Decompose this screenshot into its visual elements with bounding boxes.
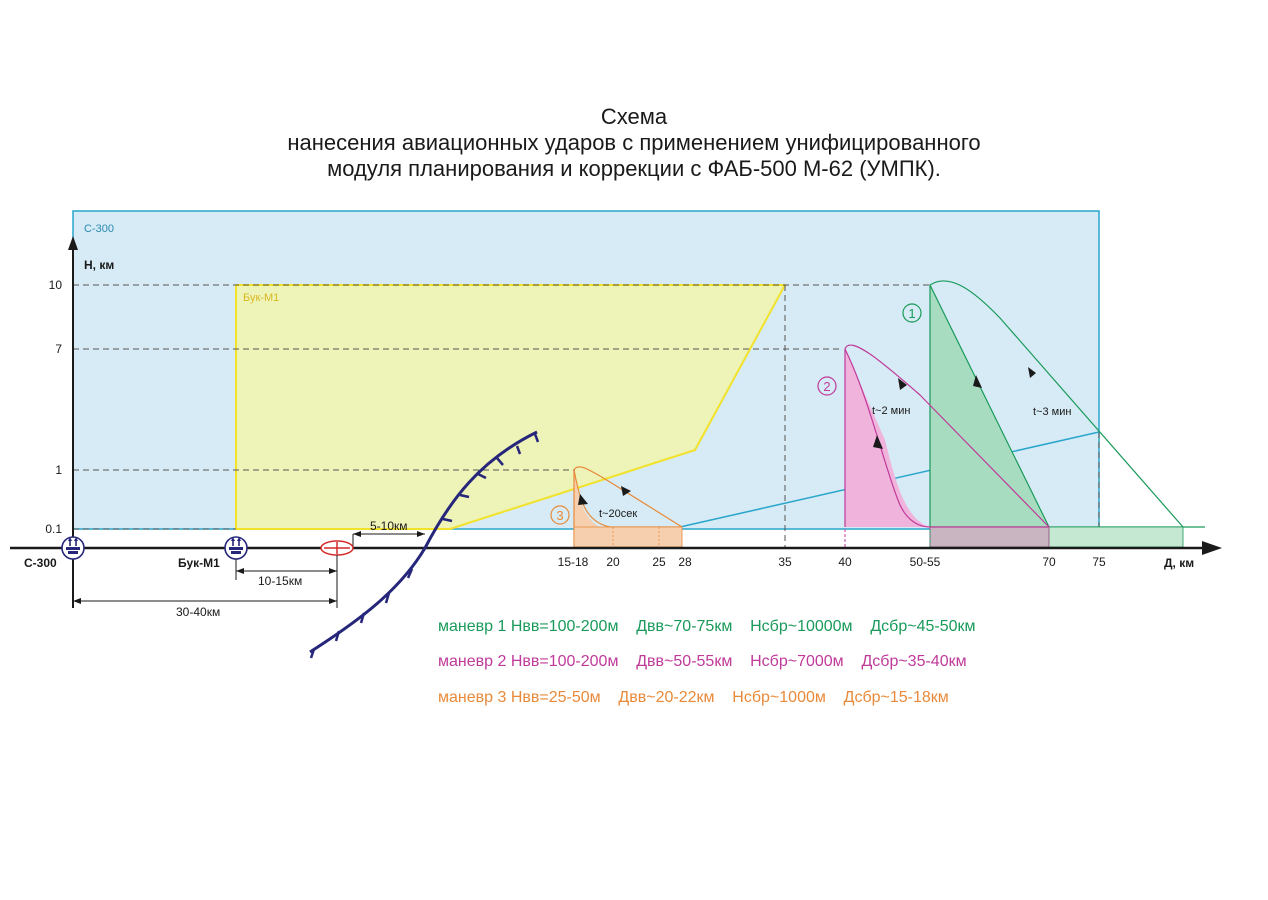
maneuver-2-path — [844, 344, 1050, 528]
maneuver-3-path — [573, 466, 683, 548]
maneuver-3-base — [573, 526, 683, 548]
maneuver-2-number-circle — [817, 376, 837, 396]
s300-site-icon — [61, 536, 85, 560]
maneuver-1-arrow-up — [973, 375, 982, 388]
buk-offset-arrow-left — [236, 568, 244, 574]
maneuver-3-number: 3 — [556, 508, 563, 523]
x-tick-50-55: 50-55 — [910, 555, 941, 569]
x-axis-label: Д, км — [1164, 556, 1194, 570]
maneuver-1-path — [929, 280, 1184, 528]
maneuver-2-arrow-up — [873, 435, 883, 449]
y-tick-7: 7 — [55, 342, 62, 356]
x-tick-40: 40 — [838, 555, 852, 569]
buk-offset-label: 10-15км — [258, 574, 302, 588]
front-line — [309, 430, 538, 654]
x-tick-25: 25 — [652, 555, 666, 569]
maneuver-2-arrow-down — [898, 378, 907, 390]
title-line-3: модуля планирования и коррекции с ФАБ-50… — [327, 156, 941, 181]
maneuver-3-time: t~20сек — [599, 508, 637, 520]
buk-site-icon — [224, 536, 248, 560]
maneuver-2-number: 2 — [823, 379, 830, 394]
maneuver-1-time: t~3 мин — [1033, 406, 1071, 418]
front-distance-arrow-right — [417, 531, 425, 537]
maneuver-1-descent — [929, 284, 1050, 528]
buk-site-label: Бук-М1 — [178, 556, 220, 570]
x-tick-35: 35 — [778, 555, 792, 569]
front-distance-label: 5-10км — [370, 519, 408, 533]
maneuver-2-time: t~2 мин — [872, 405, 910, 417]
x-tick-70: 70 — [1042, 555, 1056, 569]
maneuver-3-arrow-down — [621, 486, 631, 496]
x-tick-20: 20 — [606, 555, 620, 569]
maneuver-1-arrow-down — [1028, 367, 1036, 378]
maneuver-3-arrow-up — [578, 494, 588, 505]
buk-offset-arrow-right — [329, 568, 337, 574]
y-tick-0-1: 0.1 — [45, 522, 62, 536]
x-axis-arrow — [1202, 541, 1222, 555]
y-axis-label: Н, км — [84, 258, 114, 272]
maneuver-3-number-circle — [550, 505, 570, 525]
maneuver-1-number: 1 — [908, 306, 915, 321]
maneuver-2-fill — [845, 349, 930, 527]
title-line-1: Схема — [600, 104, 668, 129]
legend-maneuver-3: маневр 3 Нвв=25-50м Двв~20-22км Нсбр~100… — [438, 689, 949, 706]
x-tick-28: 28 — [678, 555, 692, 569]
s300-site-label: С-300 — [24, 556, 57, 570]
x-tick-75: 75 — [1092, 555, 1106, 569]
s300-offset-label: 30-40км — [176, 605, 220, 619]
s300-offset-arrow-left — [73, 598, 81, 604]
y-axis-arrow — [68, 236, 78, 250]
front-distance-arrow-left — [353, 531, 361, 537]
y-tick-1: 1 — [55, 463, 62, 477]
legend-maneuver-1: маневр 1 Нвв=100-200м Двв~70-75км Нсбр~1… — [438, 618, 976, 635]
s300-offset-arrow-right — [329, 598, 337, 604]
y-tick-10: 10 — [49, 278, 63, 292]
maneuver-2-descent — [844, 348, 931, 528]
buk-zone-label: Бук-М1 — [243, 292, 279, 304]
overlap-base — [929, 526, 1050, 548]
front-line-hatches — [309, 433, 540, 659]
maneuver-1-number-circle — [902, 303, 922, 323]
s300-zone-label: С-300 — [84, 223, 114, 235]
legend-maneuver-2: маневр 2 Нвв=100-200м Двв~50-55км Нсбр~7… — [438, 653, 967, 670]
title-line-2: нанесения авиационных ударов с применени… — [287, 130, 981, 155]
x-tick-15-18: 15-18 — [558, 555, 589, 569]
